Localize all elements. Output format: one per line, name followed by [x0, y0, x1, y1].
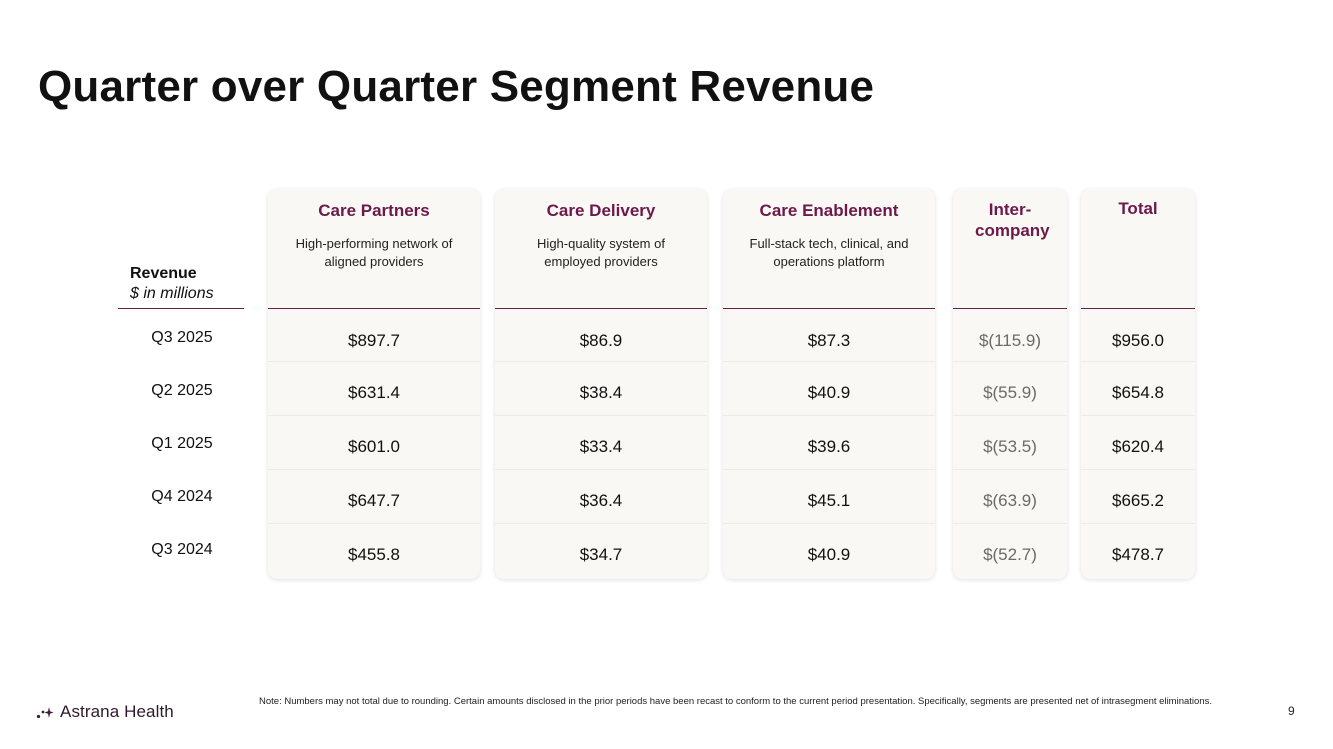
segment-values: $(115.9) $(55.9) $(53.5) $(63.9) $(52.7)	[953, 309, 1067, 577]
value-cell: $36.4	[495, 470, 707, 524]
segment-header: Inter-company	[953, 189, 1067, 309]
period-label: Q3 2025	[151, 329, 213, 346]
value-cell: $(63.9)	[953, 470, 1067, 524]
segment-header: Care Delivery High-quality system of emp…	[495, 189, 707, 309]
segment-card-care-delivery: Care Delivery High-quality system of emp…	[495, 189, 707, 579]
segment-values: $956.0 $654.8 $620.4 $665.2 $478.7	[1081, 309, 1195, 577]
segment-card-total: Total $956.0 $654.8 $620.4 $665.2 $478.7	[1081, 189, 1195, 579]
page-number: 9	[1288, 704, 1295, 718]
segment-description: High-performing network of aligned provi…	[295, 236, 453, 269]
segment-card-care-enablement: Care Enablement Full-stack tech, clinica…	[723, 189, 935, 579]
segment-values: $897.7 $631.4 $601.0 $647.7 $455.8	[268, 309, 480, 577]
value-cell: $665.2	[1081, 470, 1195, 524]
segment-description: Full-stack tech, clinical, and operation…	[749, 236, 909, 269]
value-cell: $631.4	[268, 362, 480, 416]
value-cell: $647.7	[268, 470, 480, 524]
segment-header: Total	[1081, 189, 1195, 309]
value-cell: $45.1	[723, 470, 935, 524]
value-cell: $654.8	[1081, 362, 1195, 416]
row-header-unit: $ in millions	[130, 285, 214, 302]
value-cell: $601.0	[268, 416, 480, 470]
value-cell: $(52.7)	[983, 545, 1037, 564]
segment-card-intercompany: Inter-company $(115.9) $(55.9) $(53.5) $…	[953, 189, 1067, 579]
value-cell: $956.0	[1081, 309, 1195, 362]
value-cell: $86.9	[495, 309, 707, 362]
segment-card-care-partners: Care Partners High-performing network of…	[268, 189, 480, 579]
segment-header: Care Enablement Full-stack tech, clinica…	[723, 189, 935, 309]
brand-logo: Astrana Health	[36, 702, 174, 722]
segment-values: $87.3 $40.9 $39.6 $45.1 $40.9	[723, 309, 935, 577]
brand-name: Astrana Health	[60, 702, 174, 721]
value-cell: $33.4	[495, 416, 707, 470]
value-cell: $40.9	[723, 362, 935, 416]
segment-header: Care Partners High-performing network of…	[268, 189, 480, 309]
value-cell: $87.3	[723, 309, 935, 362]
value-cell: $(115.9)	[953, 309, 1067, 362]
value-cell: $897.7	[268, 309, 480, 362]
value-cell: $(53.5)	[953, 416, 1067, 470]
value-cell: $(55.9)	[953, 362, 1067, 416]
segment-title: Inter-company	[975, 200, 1050, 240]
segment-title: Care Delivery	[546, 201, 656, 220]
astrana-sparkle-icon	[36, 707, 54, 719]
row-header: Revenue $ in millions	[118, 264, 244, 309]
period-label: Q3 2024	[151, 541, 213, 558]
segment-values: $86.9 $38.4 $33.4 $36.4 $34.7	[495, 309, 707, 577]
footnote: Note: Numbers may not total due to round…	[259, 696, 1212, 707]
value-cell: $455.8	[348, 545, 400, 564]
page-title: Quarter over Quarter Segment Revenue	[38, 62, 875, 111]
value-cell: $40.9	[807, 545, 851, 564]
segment-title: Care Enablement	[759, 201, 899, 220]
value-cell: $34.7	[579, 545, 623, 564]
value-cell: $478.7	[1112, 545, 1164, 564]
value-cell: $620.4	[1081, 416, 1195, 470]
row-header-label: Revenue	[130, 265, 197, 282]
value-cell: $39.6	[723, 416, 935, 470]
segment-description: High-quality system of employed provider…	[537, 236, 665, 269]
value-cell: $38.4	[495, 362, 707, 416]
segment-title: Total	[1118, 199, 1158, 218]
segment-title: Care Partners	[318, 201, 430, 220]
period-label: Q1 2025	[151, 435, 213, 452]
period-labels: Q3 2025 Q2 2025 Q1 2025 Q4 2024 Q3 2024	[118, 315, 244, 580]
period-label: Q2 2025	[151, 382, 213, 399]
period-label: Q4 2024	[151, 488, 213, 505]
